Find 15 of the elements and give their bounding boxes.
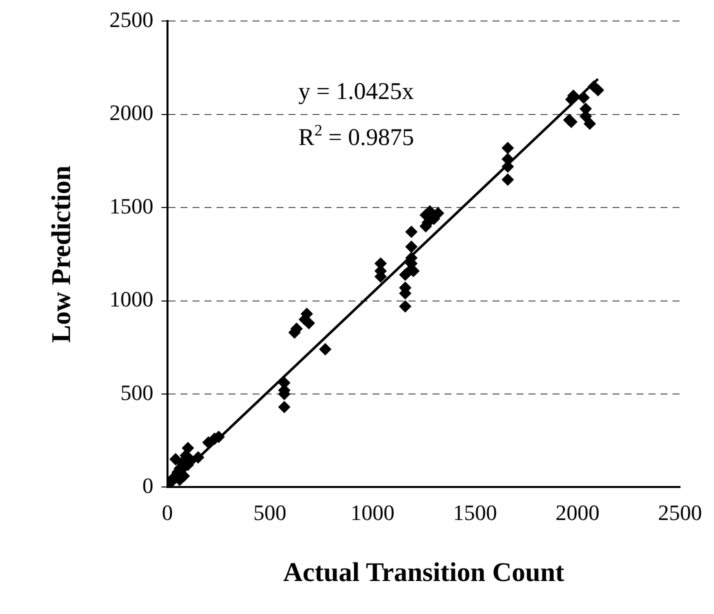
y-tick-label: 2500 [109,6,154,32]
y-axis-title: Low Prediction [46,166,76,343]
y-tick-label: 2000 [109,100,154,126]
x-tick-label: 1000 [350,500,394,526]
y-tick-label: 0 [142,472,154,498]
x-tick-label: 1500 [452,500,497,526]
x-tick-label: 500 [253,500,286,526]
y-tick-label: 1500 [109,193,154,218]
x-tick-label: 2000 [555,500,600,526]
x-axis-title: Actual Transition Count [283,556,564,587]
x-tick-label: 0 [162,500,173,526]
x-tick-label: 2500 [658,500,702,526]
y-tick-label: 500 [120,380,154,405]
y-tick-label: 1000 [109,286,154,312]
annotation: y = 1.0425x [298,79,414,106]
